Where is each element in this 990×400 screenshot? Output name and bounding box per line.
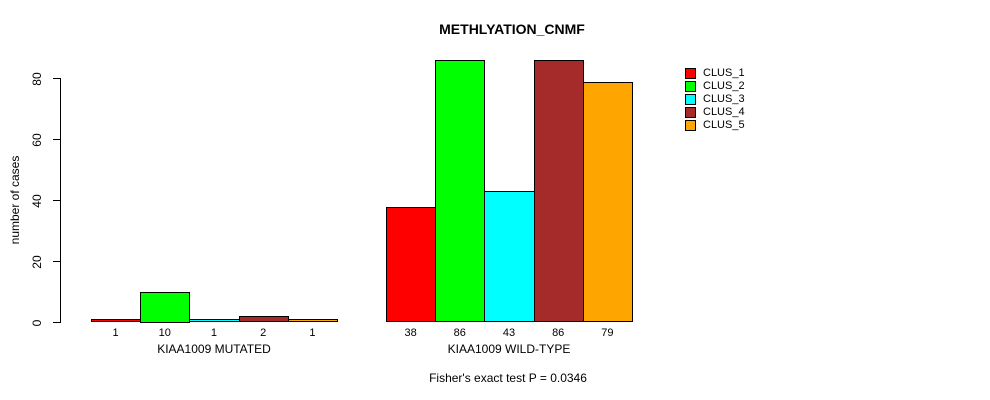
legend-label: CLUS_1 xyxy=(703,67,745,79)
y-tick-label: 80 xyxy=(30,71,44,86)
group-label-2: KIAA1009 WILD-TYPE xyxy=(447,342,571,356)
legend-item-clus_1: CLUS_1 xyxy=(685,67,745,80)
y-tick-mark xyxy=(53,139,61,140)
bar-clus_1-group1 xyxy=(91,319,142,323)
statistical-test-note: Fisher's exact test P = 0.0346 xyxy=(429,371,587,385)
legend-swatch-icon xyxy=(685,94,696,105)
bar-value-label: 1 xyxy=(112,327,119,339)
y-tick-label: 20 xyxy=(30,254,44,269)
bar-clus_3-group2 xyxy=(484,191,535,323)
legend-label: CLUS_2 xyxy=(703,80,745,92)
y-tick-mark xyxy=(53,78,61,79)
bar-value-label: 38 xyxy=(404,327,417,339)
bar-value-label: 2 xyxy=(260,327,267,339)
legend: CLUS_1 CLUS_2 CLUS_3 CLUS_4 CLUS_5 xyxy=(685,67,745,132)
legend-item-clus_2: CLUS_2 xyxy=(685,80,745,93)
bar-clus_5-group2 xyxy=(582,81,633,323)
y-tick-mark xyxy=(53,200,61,201)
legend-item-clus_5: CLUS_5 xyxy=(685,119,745,132)
group-label-1: KIAA1009 MUTATED xyxy=(157,342,271,356)
bar-clus_3-group1 xyxy=(189,319,240,323)
legend-item-clus_4: CLUS_4 xyxy=(685,106,745,119)
y-tick-label: 40 xyxy=(30,193,44,208)
bar-clus_2-group2 xyxy=(435,60,486,323)
bar-clus_1-group2 xyxy=(386,206,437,323)
bar-value-label: 86 xyxy=(552,327,565,339)
bar-value-label: 1 xyxy=(309,327,316,339)
legend-label: CLUS_3 xyxy=(703,93,745,105)
bar-value-label: 10 xyxy=(158,327,171,339)
bar-value-label: 43 xyxy=(502,327,516,339)
bar-clus_2-group1 xyxy=(140,292,191,323)
y-tick-label: 0 xyxy=(30,319,44,326)
legend-swatch-icon xyxy=(685,107,696,118)
bar-value-label: 79 xyxy=(601,327,614,339)
y-tick-mark xyxy=(53,261,61,262)
bar-clus_4-group1 xyxy=(238,316,289,323)
y-axis-label: number of cases xyxy=(8,155,22,245)
legend-label: CLUS_5 xyxy=(703,119,745,131)
legend-item-clus_3: CLUS_3 xyxy=(685,93,745,106)
y-tick-mark xyxy=(53,322,61,323)
y-tick-label: 60 xyxy=(30,132,44,147)
bar-clus_5-group1 xyxy=(287,319,338,323)
bar-value-label: 1 xyxy=(210,327,218,339)
legend-swatch-icon xyxy=(685,68,696,79)
legend-swatch-icon xyxy=(685,81,696,92)
legend-label: CLUS_4 xyxy=(703,106,745,118)
bar-clus_4-group2 xyxy=(533,60,584,323)
legend-swatch-icon xyxy=(685,120,696,131)
chart-title: METHLYATION_CNMF xyxy=(439,21,585,37)
bar-value-label: 86 xyxy=(453,327,466,339)
